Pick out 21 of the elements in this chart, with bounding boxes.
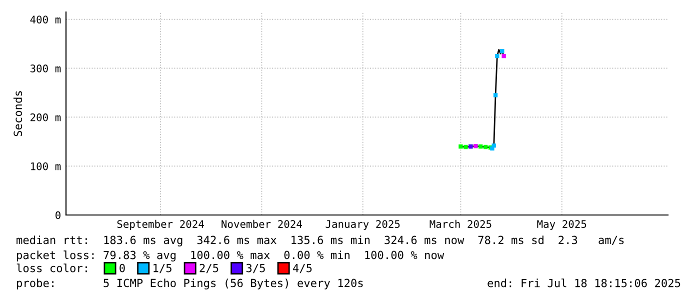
legend-label: 4/5	[293, 264, 312, 274]
legend-title: loss color:	[16, 264, 87, 272]
y-tick-label: 400 m	[30, 16, 61, 24]
x-tick-label: November 2024	[222, 220, 302, 228]
y-tick-label: 300 m	[30, 64, 61, 72]
y-tick-label: 200 m	[30, 113, 61, 122]
x-tick-label: May 2025	[537, 220, 586, 230]
text: median rtt: 183.6 ms avg 342.6 ms max 135.6 ms min 324.6 ms now 78.2 ms sd 2.3 am/s	[16, 236, 624, 246]
x-tick-label: January 2025	[326, 220, 400, 230]
y-tick-label: 0	[56, 211, 60, 220]
y-tick-label: 100 m	[31, 162, 61, 170]
y-axis-title: Seconds	[13, 91, 22, 136]
legend-label: 3/5	[246, 264, 265, 274]
text: probe: 5 ICMP Echo Pings (56 Bytes) every 120s	[17, 278, 363, 290]
text: end: Fri Jul 18 18:15:06 2025	[488, 278, 680, 288]
legend-label: 2/5	[200, 264, 218, 274]
text: packet loss: 79.83 % avg 100.00 % max 0.00 % min 100.00 % now	[17, 250, 444, 262]
legend-label: 1/5	[154, 264, 172, 274]
x-tick-label: March 2025	[430, 220, 492, 228]
legend-label: 0	[120, 264, 125, 272]
x-tick-label: September 2024	[117, 220, 204, 230]
